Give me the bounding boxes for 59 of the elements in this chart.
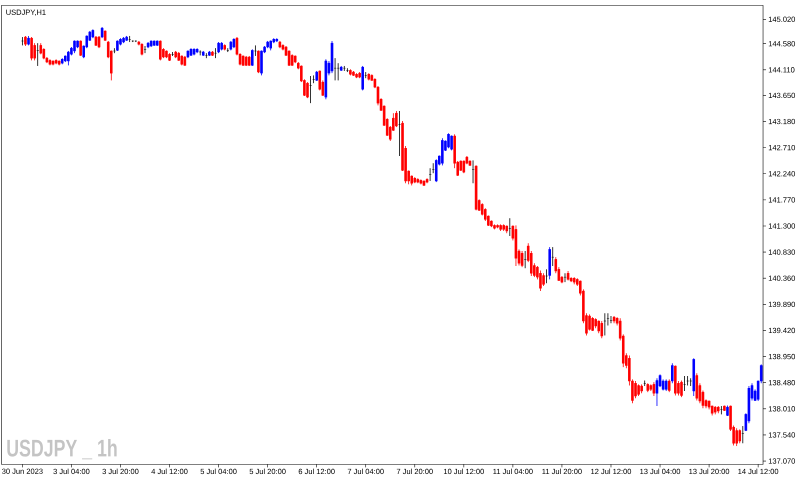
candlestick — [244, 56, 248, 66]
candlestick — [24, 36, 27, 46]
candlestick — [232, 38, 236, 49]
candlestick — [113, 48, 116, 54]
candlestick — [100, 26, 104, 39]
candlestick — [597, 320, 600, 334]
candlestick — [27, 36, 30, 46]
candlestick — [591, 316, 594, 332]
candlestick — [680, 380, 683, 398]
candlestick — [450, 135, 453, 151]
candlestick — [637, 384, 640, 396]
candlestick — [441, 138, 444, 166]
candlestick — [696, 372, 698, 401]
candlestick — [230, 40, 232, 51]
candlestick — [248, 56, 251, 66]
candlestick — [588, 314, 591, 331]
candlestick — [600, 320, 604, 339]
candlestick — [447, 132, 450, 149]
candlestick — [73, 40, 76, 54]
candlestick — [140, 42, 144, 56]
candlestick — [257, 50, 260, 74]
candlestick — [184, 56, 186, 66]
candlestick — [664, 378, 668, 392]
candlestick — [94, 36, 98, 46]
candlestick — [217, 42, 220, 54]
candlestick — [462, 160, 466, 174]
candlestick — [545, 268, 548, 284]
candlestick — [610, 316, 612, 324]
candlestick — [260, 50, 263, 76]
candlestick — [735, 428, 738, 446]
candlestick — [668, 378, 671, 393]
candlestick — [98, 36, 100, 49]
candlestick — [634, 380, 637, 399]
candlestick — [542, 272, 545, 286]
candlestick — [656, 378, 658, 406]
candlestick — [671, 362, 674, 384]
candlestick — [288, 50, 290, 66]
candlestick — [21, 36, 24, 46]
candlestick — [395, 110, 398, 128]
candlestick — [290, 54, 294, 66]
candlestick — [361, 66, 364, 91]
candlestick — [738, 428, 742, 444]
candlestick — [159, 40, 162, 61]
candlestick — [251, 48, 254, 66]
candlestick — [566, 270, 570, 281]
candlestick — [604, 312, 606, 336]
candlestick — [662, 378, 664, 391]
candlestick — [539, 270, 542, 292]
annotation: USDJPY _ 1h — [7, 438, 117, 460]
candlestick — [306, 82, 309, 99]
candlestick — [30, 36, 33, 61]
candlestick — [67, 50, 70, 66]
candlestick — [520, 250, 524, 268]
candlestick — [254, 44, 257, 56]
candlestick — [79, 40, 82, 56]
candlestick — [315, 70, 318, 82]
candlestick — [652, 382, 656, 396]
candlestick — [434, 158, 438, 182]
candlestick — [594, 318, 597, 329]
